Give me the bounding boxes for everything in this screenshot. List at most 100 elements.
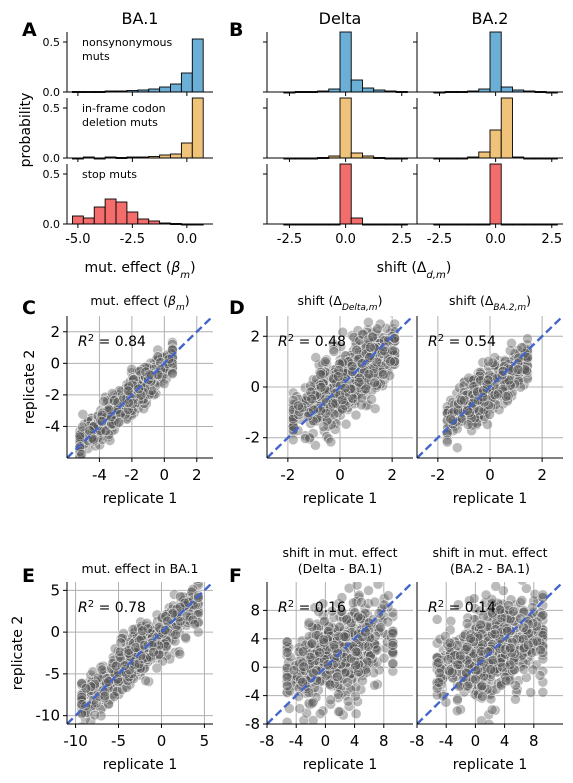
scatter-panel-e: -10 -5 0 5 -10 -5 0 5 R2 = 0.78 replicate 1: [36, 581, 213, 773]
r2-annotation: R2 = 0.78: [78, 599, 146, 617]
scatter-point: [461, 618, 473, 629]
x-tick-label: -2.5: [120, 232, 145, 247]
scatter-point: [336, 394, 348, 406]
title-panel-d-delta: shift (ΔDelta,m): [298, 293, 383, 313]
x-tick-label: 2: [387, 466, 397, 484]
scatter-point: [483, 356, 494, 367]
scatter-point: [307, 428, 319, 439]
scatter-point: [454, 650, 466, 662]
scatter-point: [492, 388, 504, 400]
x-tick-label: 4: [350, 732, 360, 750]
scatter-point: [387, 640, 399, 651]
scatter-point: [378, 599, 390, 611]
x-tick-label: 0: [321, 732, 331, 750]
hist-bar: [339, 31, 352, 93]
title-panel-f-ba2-line2: (BA.2 - BA.1): [450, 561, 530, 576]
row-label: deletion muts: [82, 116, 158, 129]
x-tick-label: -4: [92, 466, 107, 484]
scatter-point: [77, 721, 87, 724]
y-tick-label: -4: [245, 687, 260, 705]
scatter-point: [522, 333, 533, 344]
row-label: in-frame codon: [82, 102, 166, 115]
scatter-point: [306, 638, 318, 649]
x-tick-label: 2: [192, 466, 202, 484]
scatter-point: [371, 644, 383, 656]
hist-bar: [489, 129, 502, 159]
x-tick-label: 0: [471, 732, 481, 750]
scatter-point: [287, 434, 299, 446]
scatter-point: [146, 385, 158, 396]
y-tick-label: -2: [245, 429, 260, 447]
scatter-point: [315, 708, 326, 720]
hist-bar: [339, 163, 352, 225]
scatter-point: [321, 354, 332, 366]
scatter-points: [281, 582, 399, 724]
y-tick-label: -10: [36, 707, 61, 725]
x-tick-label: 0: [485, 466, 495, 484]
scatter-point: [350, 409, 362, 421]
scatter-point: [452, 694, 463, 706]
y-tick-label: 0.5: [43, 36, 61, 49]
scatter-point: [337, 403, 348, 415]
scatter-point: [80, 682, 92, 694]
scatter-point: [434, 667, 445, 679]
x-label: replicate 1: [303, 491, 377, 507]
y-tick-label: -4: [45, 417, 60, 435]
hist-b-ba2-row0: [413, 31, 563, 96]
x-tick-label: 0.0: [485, 232, 506, 247]
scatter-point: [385, 356, 396, 367]
scatter-point: [328, 338, 339, 350]
scatter-point: [342, 696, 354, 707]
x-label-mut-effect: mut. effect (βm): [84, 260, 195, 281]
scatter-point: [510, 694, 521, 705]
hist-b-delta-row0: [263, 31, 413, 96]
hist-bar: [489, 163, 502, 225]
scatter-points: [441, 333, 533, 454]
x-tick-label: -2: [280, 466, 295, 484]
scatter-point: [455, 395, 467, 406]
scatter-point: [351, 344, 362, 356]
scatter-point: [387, 628, 399, 639]
x-tick-label: -2.5: [427, 232, 452, 247]
scatter-point: [332, 371, 344, 382]
panel-label-c: C: [22, 297, 36, 319]
x-tick-label: -10: [63, 732, 88, 750]
hist-bar: [500, 97, 513, 159]
scatter-point: [138, 403, 150, 415]
scatter-point: [318, 634, 329, 645]
scatter-point: [135, 390, 147, 401]
scatter-point: [512, 364, 524, 375]
scatter-point: [387, 345, 398, 356]
scatter-point: [281, 647, 293, 658]
scatter-point: [98, 395, 110, 407]
scatter-point: [332, 689, 344, 700]
hist-bar: [362, 87, 375, 93]
x-tick-label: -4: [289, 732, 304, 750]
hist-bar: [170, 83, 182, 93]
scatter-point: [148, 646, 159, 658]
y-tick-label: 0.0: [43, 218, 61, 231]
hist-bar: [191, 97, 204, 159]
scatter-point: [287, 425, 299, 436]
y-tick-label: 8: [250, 601, 260, 619]
hist-bar: [350, 152, 363, 159]
scatter-point: [518, 664, 530, 675]
hist-bar: [339, 97, 352, 159]
y-label-probability: probability: [18, 93, 34, 168]
y-tick-label: 2: [250, 327, 260, 345]
hist-bar: [489, 31, 502, 93]
hist-bar: [478, 151, 491, 159]
scatter-point: [433, 677, 445, 688]
scatter-point: [377, 369, 389, 380]
scatter-point: [307, 374, 319, 385]
scatter-point: [444, 665, 455, 677]
scatter-point: [507, 606, 519, 617]
x-tick-label: -4: [439, 732, 454, 750]
x-label: replicate 1: [303, 757, 377, 773]
x-tick-label: 0: [157, 732, 167, 750]
scatter-point: [100, 425, 112, 437]
y-tick-label: 0: [50, 623, 60, 641]
